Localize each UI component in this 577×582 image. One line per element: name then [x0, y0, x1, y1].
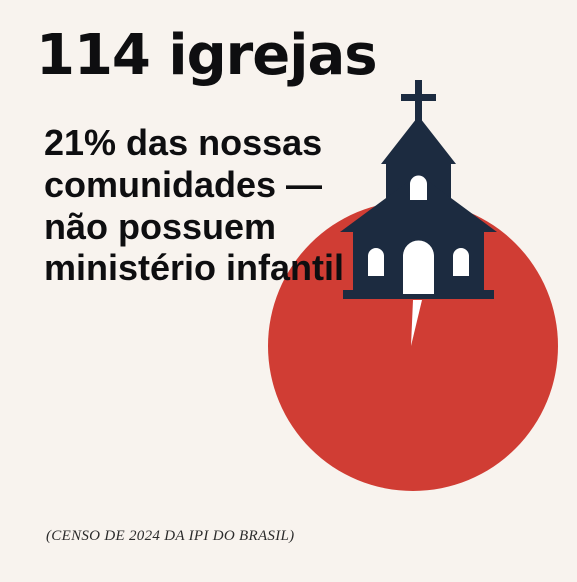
subheadline-statistic: 21% das nossas comunidades — não possuem… [44, 122, 345, 289]
source-citation: (CENSO DE 2024 DA IPI DO BRASIL) [46, 528, 295, 544]
headline: 114 igrejas [36, 23, 378, 88]
church-openings [368, 175, 469, 294]
pie-circle [268, 201, 558, 491]
pie-slice-wedge [411, 300, 422, 346]
